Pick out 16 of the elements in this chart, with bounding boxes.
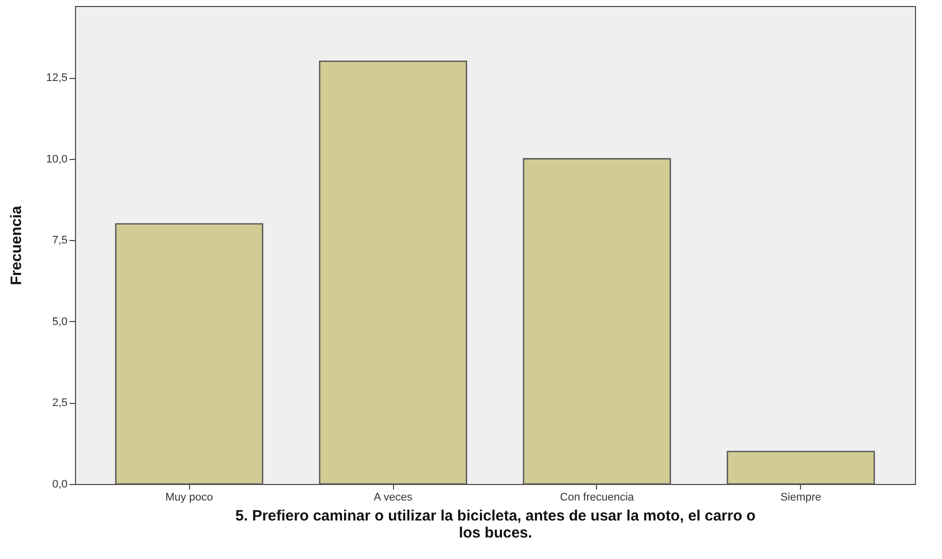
y-tick-label: 5,0: [52, 316, 68, 328]
y-tick-label: 12,5: [46, 72, 68, 84]
x-tick-label: Muy poco: [165, 492, 214, 504]
y-tick-label: 0,0: [52, 478, 68, 490]
x-tick-label: Siempre: [780, 492, 822, 504]
bar: [115, 223, 264, 485]
bar: [319, 60, 468, 485]
y-tick-label: 7,5: [52, 234, 68, 247]
bar: [522, 158, 671, 485]
x-tick-label: Con frecuencia: [560, 492, 635, 504]
y-axis-title: Frecuencia: [8, 205, 26, 286]
bar: [726, 450, 875, 485]
x-axis-title: 5. Prefiero caminar o utilizar la bicicleta, antes de usar la moto, el carro o los buces.: [235, 508, 756, 542]
y-tick-label: 10,0: [46, 153, 68, 166]
x-tick-label: A veces: [374, 492, 413, 504]
y-tick-label: 2,5: [52, 397, 68, 410]
